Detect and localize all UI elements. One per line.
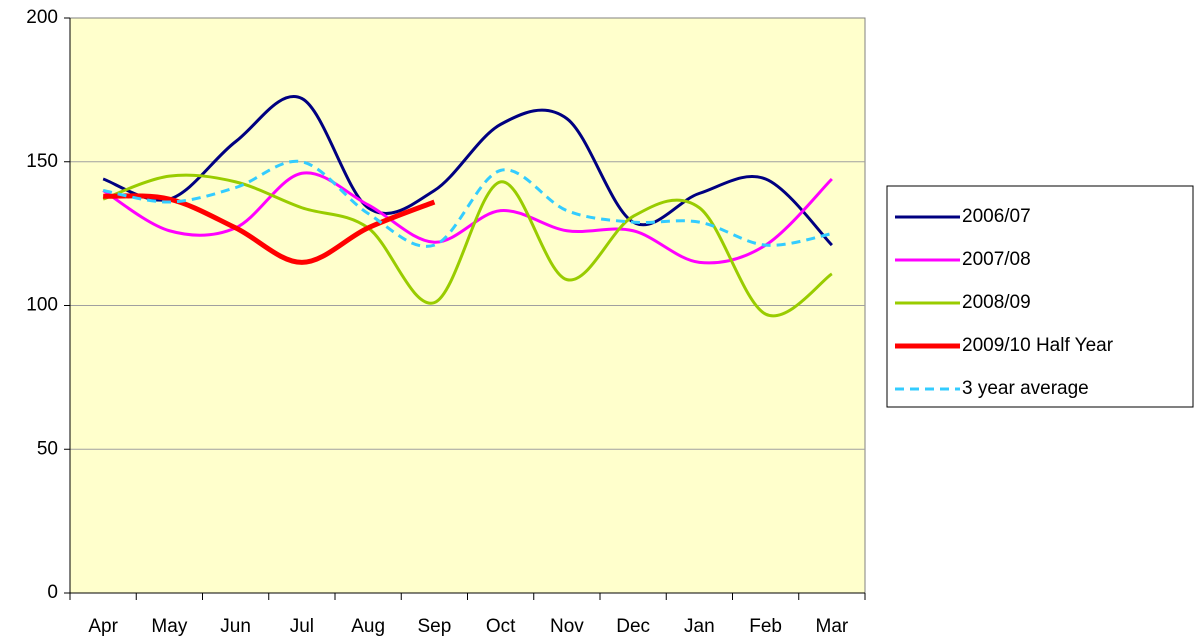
- x-tick-label: Feb: [749, 616, 782, 637]
- legend-label: 2007/08: [962, 249, 1031, 270]
- x-tick-label: Oct: [486, 616, 516, 637]
- legend-label: 3 year average: [962, 378, 1089, 399]
- series-line: [102, 95, 833, 247]
- y-tick-label: 50: [37, 438, 58, 459]
- x-tick-label: Jan: [684, 616, 715, 637]
- x-tick-label: Mar: [816, 616, 849, 637]
- x-tick-label: Aug: [351, 616, 385, 637]
- x-tick-label: Apr: [88, 616, 118, 637]
- x-tick-label: May: [151, 616, 187, 637]
- y-tick-label: 150: [26, 151, 58, 172]
- x-tick-label: Sep: [417, 616, 451, 637]
- legend-label: 2006/07: [962, 206, 1031, 227]
- series-line: [102, 173, 833, 318]
- x-tick-label: Jun: [220, 616, 251, 637]
- series-line: [103, 193, 436, 265]
- x-tick-label: Dec: [616, 616, 650, 637]
- series-line: [102, 159, 833, 248]
- legend: [886, 185, 1194, 408]
- legend-label: 2008/09: [962, 292, 1031, 313]
- x-tick-label: Jul: [290, 616, 314, 637]
- y-tick-label: 200: [26, 7, 58, 28]
- y-tick-label: 0: [47, 582, 58, 603]
- legend-label: 2009/10 Half Year: [962, 335, 1114, 356]
- y-tick-label: 100: [26, 295, 58, 316]
- x-tick-label: Nov: [550, 616, 584, 637]
